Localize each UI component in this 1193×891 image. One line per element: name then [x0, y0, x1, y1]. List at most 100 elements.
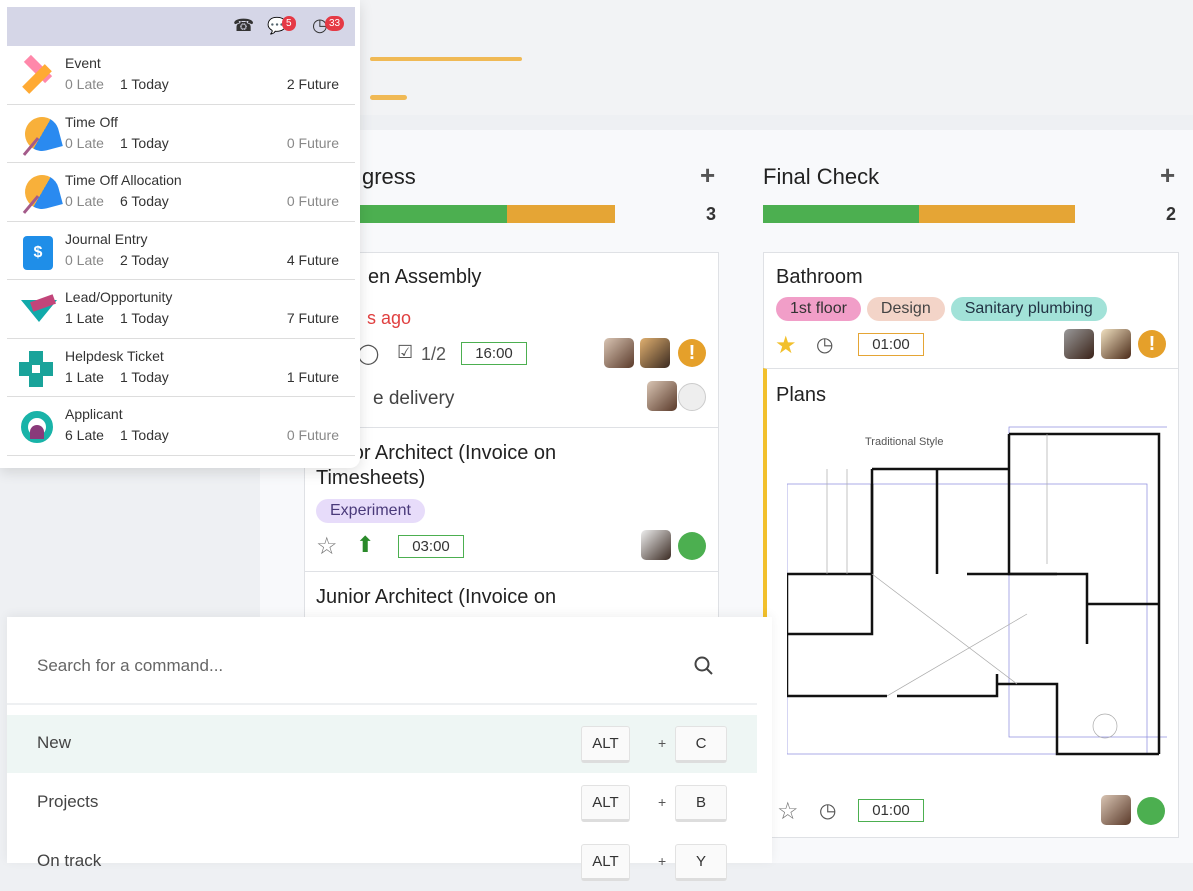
clock-icon[interactable]: ◷	[312, 15, 328, 35]
decorative-stroke	[370, 95, 407, 100]
kanban-card[interactable]: Junior Architect (Invoice on Timesheets)…	[304, 427, 719, 572]
shortcut-key: B	[675, 785, 727, 822]
activity-name: Applicant	[65, 406, 123, 422]
activity-name: Lead/Opportunity	[65, 289, 173, 305]
command-new[interactable]: New ALT + C	[7, 715, 757, 773]
activity-item-applicant[interactable]: Applicant 6 Late 1 Today 0 Future	[7, 397, 355, 456]
activity-name: Time Off	[65, 113, 118, 130]
clock-icon[interactable]: ◷	[819, 800, 837, 822]
today-count[interactable]: 1 Today	[120, 76, 169, 92]
late-count[interactable]: 0 Late	[65, 134, 104, 151]
chat-badge: 5	[282, 16, 296, 31]
event-icon	[17, 54, 57, 96]
status-circle[interactable]	[678, 532, 706, 560]
tag-design: Design	[866, 297, 945, 321]
card-title: Plans	[776, 384, 827, 406]
status-circle[interactable]	[1137, 797, 1165, 825]
time-estimate[interactable]: 01:00	[858, 333, 924, 356]
activity-item-time-off[interactable]: Time Off 0 Late 1 Today 0 Future	[7, 105, 355, 163]
command-projects[interactable]: Projects ALT + B	[7, 774, 757, 832]
avatar[interactable]	[604, 338, 634, 368]
command-label: On track	[37, 851, 102, 870]
future-count[interactable]: 0 Future	[286, 134, 339, 151]
add-card-button[interactable]: +	[1160, 160, 1176, 190]
future-count[interactable]: 7 Future	[286, 310, 339, 326]
future-count[interactable]: 2 Future	[286, 76, 339, 92]
activity-item-event[interactable]: Event 0 Late 1 Today 2 Future	[7, 46, 355, 105]
late-count[interactable]: 0 Late	[65, 76, 104, 92]
kanban-card[interactable]: Plans Traditional Style ☆ ◷ 01:00	[763, 368, 1179, 838]
future-count[interactable]: 4 Future	[286, 251, 339, 268]
column-title-in-progress: gress	[362, 164, 416, 189]
today-count[interactable]: 1 Today	[120, 134, 169, 151]
floor-plan-drawing	[787, 426, 1167, 756]
future-count[interactable]: 1 Future	[286, 368, 339, 385]
star-filled-icon[interactable]: ★	[775, 332, 797, 359]
checklist-count: 1/2	[421, 344, 447, 364]
command-on-track[interactable]: On track ALT + Y	[7, 833, 757, 891]
late-count[interactable]: 6 Late	[65, 427, 104, 443]
clock-icon[interactable]: ◯	[357, 343, 380, 365]
time-estimate[interactable]: 16:00	[461, 342, 527, 365]
late-count[interactable]: 1 Late	[65, 310, 104, 326]
crm-icon	[17, 290, 57, 330]
shortcut-plus: +	[658, 794, 667, 810]
time-estimate[interactable]: 03:00	[398, 535, 464, 558]
time-estimate[interactable]: 01:00	[858, 799, 924, 822]
today-count[interactable]: 1 Today	[120, 310, 169, 326]
command-label: Projects	[37, 792, 99, 811]
add-card-button[interactable]: +	[700, 160, 716, 190]
star-icon[interactable]: ☆	[316, 533, 338, 560]
tag-1st-floor: 1st floor	[776, 297, 861, 321]
avatar[interactable]	[647, 381, 677, 411]
status-circle[interactable]	[678, 383, 706, 411]
activity-name: Time Off Allocation	[65, 172, 182, 188]
today-count[interactable]: 2 Today	[120, 251, 169, 268]
today-count[interactable]: 1 Today	[120, 368, 169, 385]
floor-plan-image[interactable]: Traditional Style	[787, 424, 1167, 769]
checklist-icon: ☑	[397, 342, 414, 362]
future-count[interactable]: 0 Future	[286, 193, 339, 209]
card-title: Bathroom	[776, 266, 863, 288]
umbrella-icon	[17, 171, 63, 214]
upload-icon[interactable]: ⬆	[356, 532, 375, 557]
activity-dropdown: ☎ 💬 5 ◷ 33 Event 0 Late 1 Today 2 Future…	[0, 0, 360, 468]
kanban-card[interactable]: Bathroom 1st floor Design Sanitary plumbin…	[763, 252, 1179, 369]
kanban-card[interactable]: en Assembly s ago ◯ ☑ 1/2 16:00 ! e deli…	[304, 252, 719, 428]
late-count[interactable]: 1 Late	[65, 368, 104, 385]
chat-icon[interactable]: 💬	[267, 18, 287, 35]
avatar[interactable]	[640, 338, 670, 368]
activity-item-lead-opportunity[interactable]: Lead/Opportunity 1 Late 1 Today 7 Future	[7, 280, 355, 339]
priority-warning-icon[interactable]: !	[1138, 330, 1166, 358]
clock-icon[interactable]: ◷	[816, 334, 834, 356]
activity-item-helpdesk-ticket[interactable]: Helpdesk Ticket 1 Late 1 Today 1 Future	[7, 339, 355, 397]
activity-item-time-off-allocation[interactable]: Time Off Allocation 0 Late 6 Today 0 Fut…	[7, 163, 355, 222]
card-title: en Assembly	[368, 266, 482, 288]
card-subtask: e delivery	[373, 388, 455, 409]
late-count[interactable]: 0 Late	[65, 193, 104, 209]
activity-item-journal-entry[interactable]: $ Journal Entry 0 Late 2 Today 4 Future	[7, 222, 355, 280]
future-count[interactable]: 0 Future	[286, 427, 339, 443]
column-title-final-check: Final Check	[763, 164, 880, 189]
avatar[interactable]	[1101, 795, 1131, 825]
activity-name: Journal Entry	[65, 230, 148, 247]
today-count[interactable]: 6 Today	[120, 193, 169, 209]
star-icon[interactable]: ☆	[777, 798, 799, 825]
decorative-stroke	[370, 57, 522, 61]
priority-warning-icon[interactable]: !	[678, 339, 706, 367]
command-search-input[interactable]: Search for a command...	[37, 656, 224, 675]
search-icon[interactable]	[693, 655, 715, 677]
late-count[interactable]: 0 Late	[65, 251, 104, 268]
avatar[interactable]	[641, 530, 671, 560]
tag-sanitary-plumbing: Sanitary plumbing	[950, 297, 1107, 321]
avatar[interactable]	[1101, 329, 1131, 359]
shortcut-plus: +	[658, 853, 667, 869]
shortcut-key-mod: ALT	[581, 785, 630, 822]
column-progress-bar[interactable]	[763, 205, 1075, 223]
helpdesk-icon	[17, 349, 57, 389]
avatar[interactable]	[1064, 329, 1094, 359]
today-count[interactable]: 1 Today	[120, 427, 169, 443]
card-title: Junior Architect (Invoice on Timesheets)	[316, 442, 557, 489]
phone-icon[interactable]: ☎	[233, 16, 255, 35]
dollar-doc-icon: $	[17, 232, 57, 272]
